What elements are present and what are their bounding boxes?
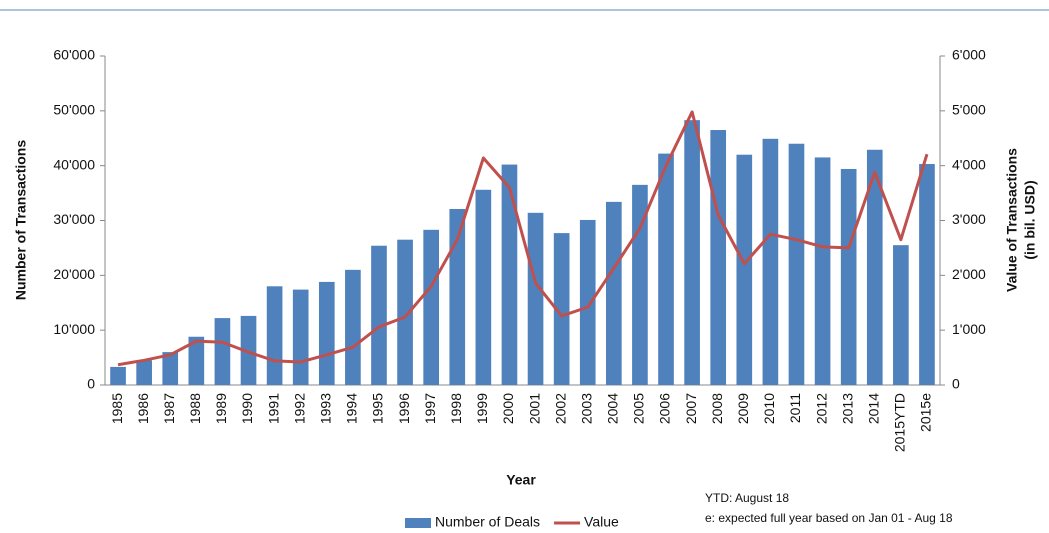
bar bbox=[345, 269, 361, 385]
x-tick-label: 1988 bbox=[187, 393, 203, 424]
y2-tick-label: 6'000 bbox=[952, 47, 986, 63]
bar bbox=[788, 143, 805, 385]
x-tick-label: 1986 bbox=[135, 393, 151, 424]
bar bbox=[919, 164, 935, 385]
y2-tick-label: 0 bbox=[952, 376, 960, 392]
y2-tick-label: 5'000 bbox=[952, 102, 986, 118]
bar bbox=[475, 189, 492, 385]
bar bbox=[840, 168, 857, 385]
x-tick-label: 1987 bbox=[161, 393, 177, 424]
x-axis-label: Year bbox=[506, 472, 536, 488]
bar bbox=[579, 219, 596, 385]
x-tick-label: 2007 bbox=[683, 393, 699, 424]
x-tick-label: 1985 bbox=[109, 393, 125, 424]
x-tick-label: 1990 bbox=[239, 393, 255, 424]
y-tick-label: 60'000 bbox=[53, 47, 95, 63]
y2-tick-label: 4'000 bbox=[952, 156, 986, 172]
bar bbox=[553, 233, 570, 385]
x-tick-label: 2004 bbox=[605, 393, 621, 424]
y-tick-label: 0 bbox=[87, 376, 95, 392]
bar bbox=[162, 352, 179, 385]
x-tick-label: 1998 bbox=[448, 393, 464, 424]
y-tick-label: 50'000 bbox=[53, 102, 95, 118]
x-tick-label: 1996 bbox=[396, 393, 412, 424]
bar bbox=[736, 154, 753, 385]
x-tick-label: 1995 bbox=[370, 393, 386, 424]
y2-axis-label: Value of Transactions bbox=[1004, 148, 1020, 292]
y2-tick-label: 3'000 bbox=[952, 211, 986, 227]
x-tick-label: 1997 bbox=[422, 393, 438, 424]
x-tick-label: 2014 bbox=[865, 393, 881, 424]
bar bbox=[136, 360, 152, 385]
x-tick-label: 1994 bbox=[344, 393, 360, 424]
x-tick-label: 2002 bbox=[552, 393, 568, 424]
x-tick-label: 1993 bbox=[318, 393, 334, 424]
bar bbox=[449, 208, 466, 385]
x-tick-label: 2001 bbox=[526, 393, 542, 424]
x-tick-label: 2015YTD bbox=[892, 393, 908, 452]
y2-tick-label: 1'000 bbox=[952, 321, 986, 337]
bar bbox=[423, 229, 439, 385]
x-tick-label: 1991 bbox=[265, 393, 281, 424]
bar bbox=[684, 120, 700, 385]
x-tick-label: 2012 bbox=[813, 393, 829, 424]
x-tick-label: 1999 bbox=[474, 393, 490, 424]
bar bbox=[266, 286, 283, 385]
note: e: expected full year based on Jan 01 - … bbox=[705, 511, 953, 525]
x-tick-label: 2006 bbox=[657, 393, 673, 424]
bar bbox=[710, 130, 727, 385]
y-tick-label: 30'000 bbox=[53, 211, 95, 227]
x-tick-label: 2015e bbox=[918, 393, 934, 432]
bar bbox=[501, 164, 518, 385]
x-tick-label: 2009 bbox=[735, 393, 751, 424]
bar bbox=[371, 245, 387, 385]
x-tick-label: 2003 bbox=[578, 393, 594, 424]
bar bbox=[214, 318, 231, 385]
y-tick-label: 40'000 bbox=[53, 156, 95, 172]
note: YTD: August 18 bbox=[705, 491, 789, 505]
y-tick-label: 20'000 bbox=[53, 266, 95, 282]
y2-axis-label: (in bil. USD) bbox=[1022, 180, 1038, 259]
bar bbox=[240, 315, 257, 385]
bar bbox=[606, 201, 622, 385]
bar bbox=[762, 138, 779, 385]
bar bbox=[527, 212, 544, 385]
x-tick-label: 2008 bbox=[709, 393, 725, 424]
legend-label: Number of Deals bbox=[435, 514, 540, 530]
x-tick-label: 1989 bbox=[213, 393, 229, 424]
x-tick-label: 2010 bbox=[761, 393, 777, 424]
bar bbox=[318, 281, 335, 385]
legend-swatch bbox=[405, 518, 431, 528]
bar bbox=[110, 366, 126, 385]
x-tick-label: 2005 bbox=[631, 393, 647, 424]
x-tick-label: 1992 bbox=[291, 393, 307, 424]
bar bbox=[893, 245, 909, 385]
line bbox=[117, 110, 929, 367]
bar bbox=[292, 289, 309, 385]
x-tick-label: 2011 bbox=[787, 393, 803, 423]
bar bbox=[814, 157, 831, 385]
bar bbox=[866, 149, 883, 385]
bar bbox=[397, 239, 413, 385]
y-tick-label: 10'000 bbox=[53, 321, 95, 337]
y-axis-label: Number of Transactions bbox=[13, 140, 29, 300]
x-tick-label: 2000 bbox=[500, 393, 516, 424]
bar bbox=[188, 336, 205, 385]
x-tick-label: 2013 bbox=[839, 393, 855, 424]
legend-label: Value bbox=[584, 514, 619, 530]
bar bbox=[658, 153, 674, 385]
y2-tick-label: 2'000 bbox=[952, 266, 986, 282]
